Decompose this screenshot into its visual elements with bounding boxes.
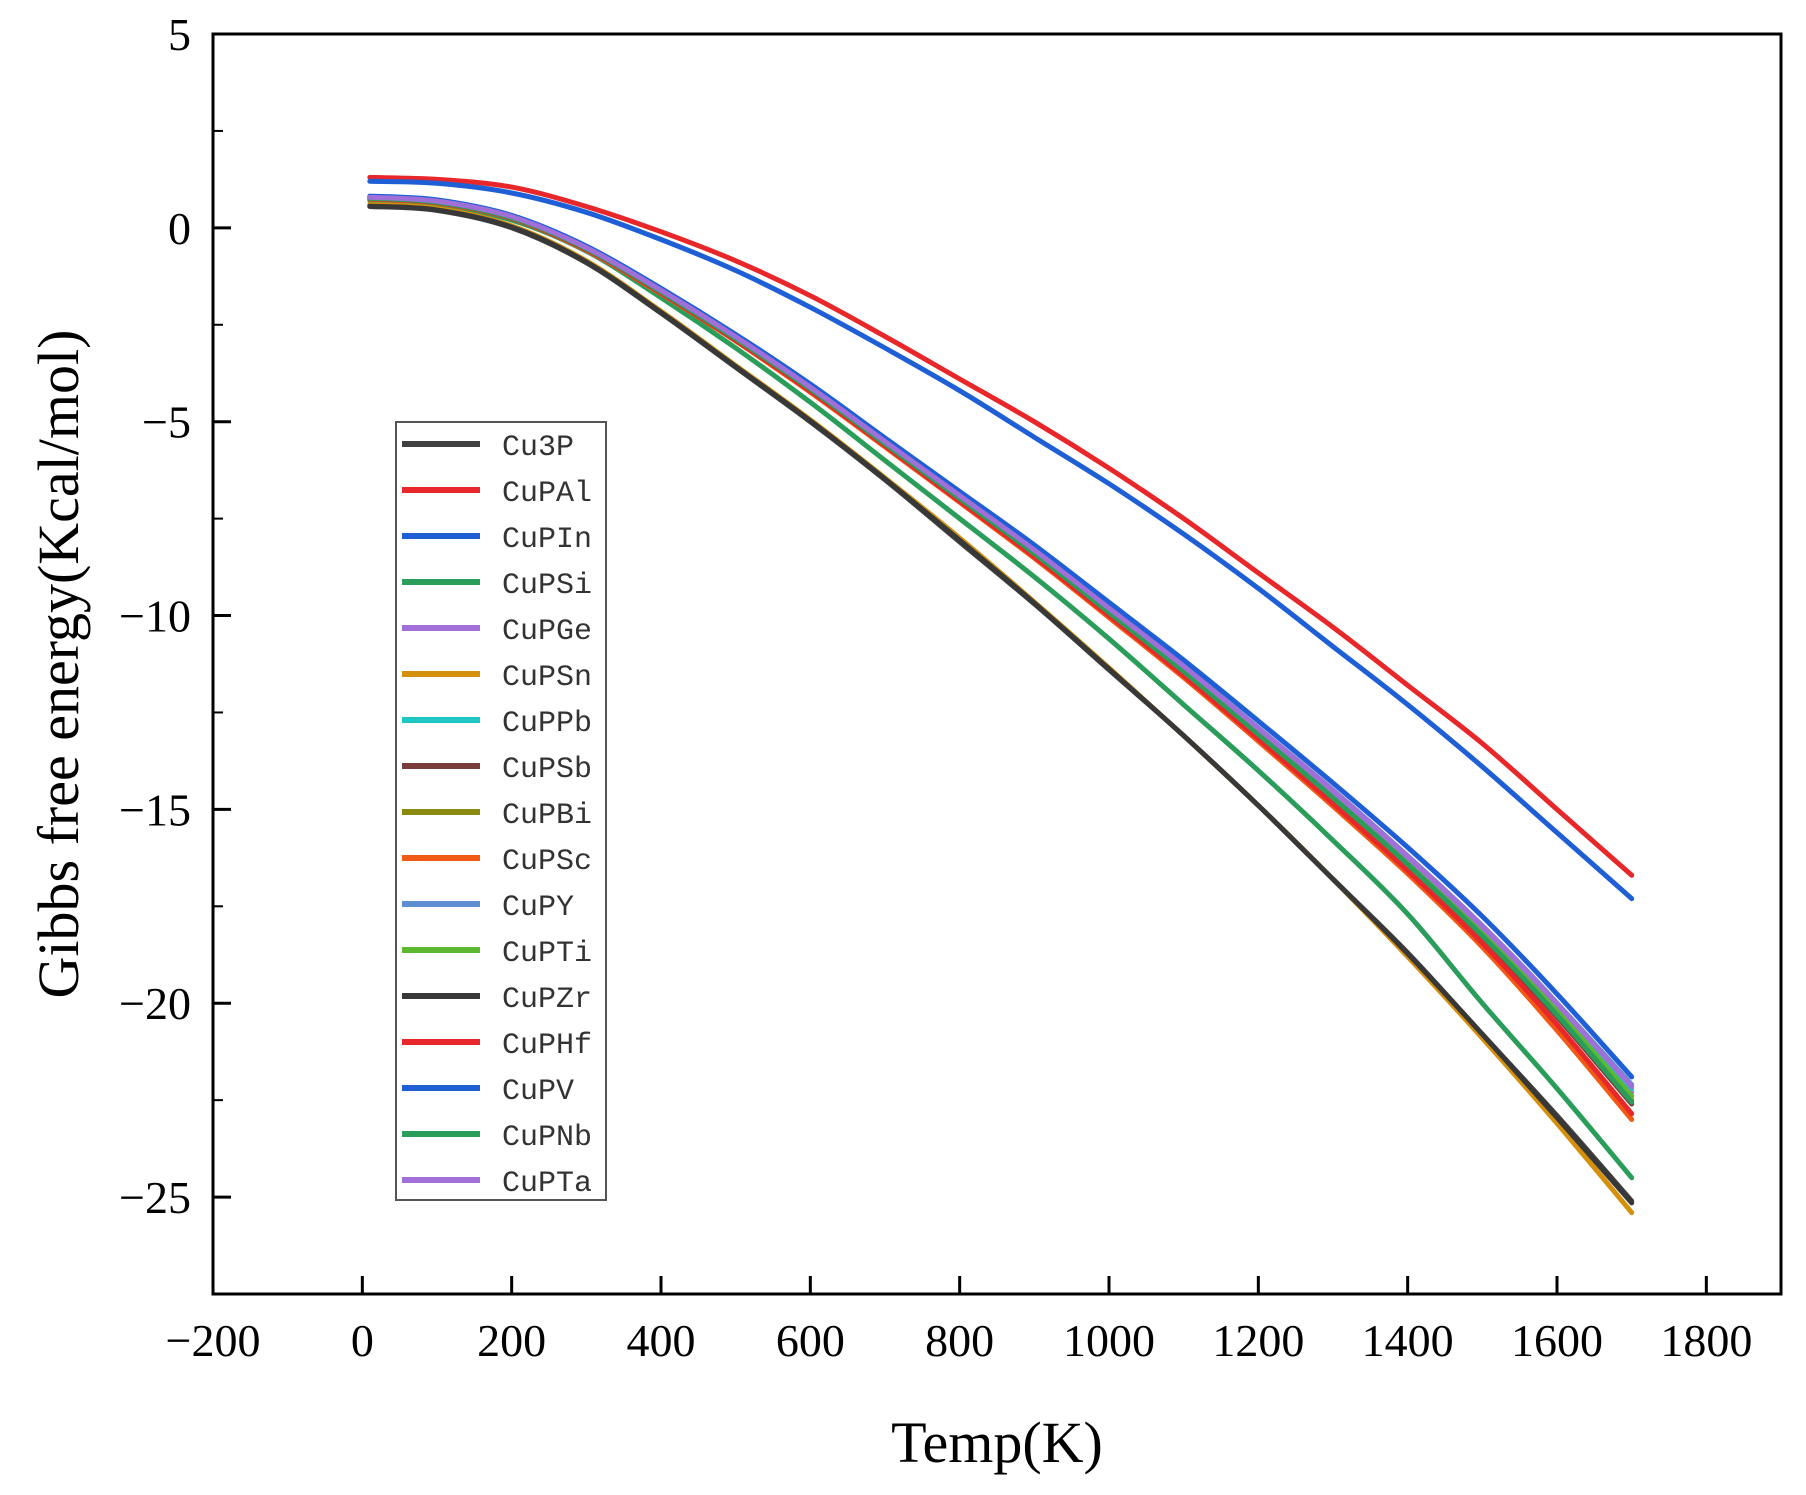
x-tick-label: 400 xyxy=(627,1315,696,1366)
y-tick-label: −20 xyxy=(119,978,191,1029)
y-tick-label: −25 xyxy=(119,1172,191,1223)
y-tick-label: 0 xyxy=(168,203,191,254)
legend-label: CuPNb xyxy=(502,1121,592,1155)
x-tick-label: −200 xyxy=(166,1315,261,1366)
series-line-cupal xyxy=(367,174,1635,878)
legend-label: CuPTi xyxy=(502,937,592,971)
legend-label: CuPSn xyxy=(502,661,592,695)
legend-label: Cu3P xyxy=(502,431,574,465)
y-tick-label: −5 xyxy=(142,397,191,448)
series-line-cupzr xyxy=(367,203,1635,1206)
legend-label: CuPSc xyxy=(502,845,592,879)
legend-label: CuPAl xyxy=(502,477,592,511)
x-tick-label: 1000 xyxy=(1063,1315,1155,1366)
x-tick-label: 1800 xyxy=(1660,1315,1752,1366)
y-tick-label: −10 xyxy=(119,591,191,642)
y-tick-label: 5 xyxy=(168,9,191,60)
legend-label: CuPHf xyxy=(502,1029,592,1063)
y-axis: 5 0 −5 −10 −15 −20 −25 xyxy=(119,9,231,1223)
x-axis-title: Temp(K) xyxy=(891,1410,1103,1475)
legend-label: CuPZr xyxy=(502,983,592,1017)
legend-label: CuPSi xyxy=(502,569,592,603)
x-axis: −200 0 200 400 600 800 1000 1200 1400 1600 1800 xyxy=(166,1276,1752,1366)
x-tick-label: 200 xyxy=(477,1315,546,1366)
legend-label: CuPGe xyxy=(502,615,592,649)
x-tick-label: 600 xyxy=(776,1315,845,1366)
x-tick-label: 0 xyxy=(351,1315,374,1366)
legend-label: CuPTa xyxy=(502,1167,592,1201)
legend-label: CuPV xyxy=(502,1075,574,1109)
legend-label: CuPBi xyxy=(502,799,592,833)
legend-label: CuPIn xyxy=(502,523,592,557)
x-tick-label: 1600 xyxy=(1511,1315,1603,1366)
y-axis-title: Gibbs free energy(Kcal/mol) xyxy=(26,330,91,999)
series-line-cupta xyxy=(367,194,1635,1090)
x-tick-label: 800 xyxy=(925,1315,994,1366)
series-layer xyxy=(367,174,1635,1216)
x-tick-label: 1400 xyxy=(1362,1315,1454,1366)
legend-label: CuPPb xyxy=(502,707,592,741)
plot-frame xyxy=(211,32,1783,1296)
legend: Cu3P CuPAl CuPIn CuPSi CuPGe CuPSn CuPPb CuPSb C… xyxy=(395,421,607,1201)
legend-label: CuPY xyxy=(502,891,574,925)
legend-label: CuPSb xyxy=(502,753,592,787)
series-line-cupin xyxy=(367,178,1635,902)
y-tick-label: −15 xyxy=(119,784,191,835)
x-tick-label: 1200 xyxy=(1212,1315,1304,1366)
